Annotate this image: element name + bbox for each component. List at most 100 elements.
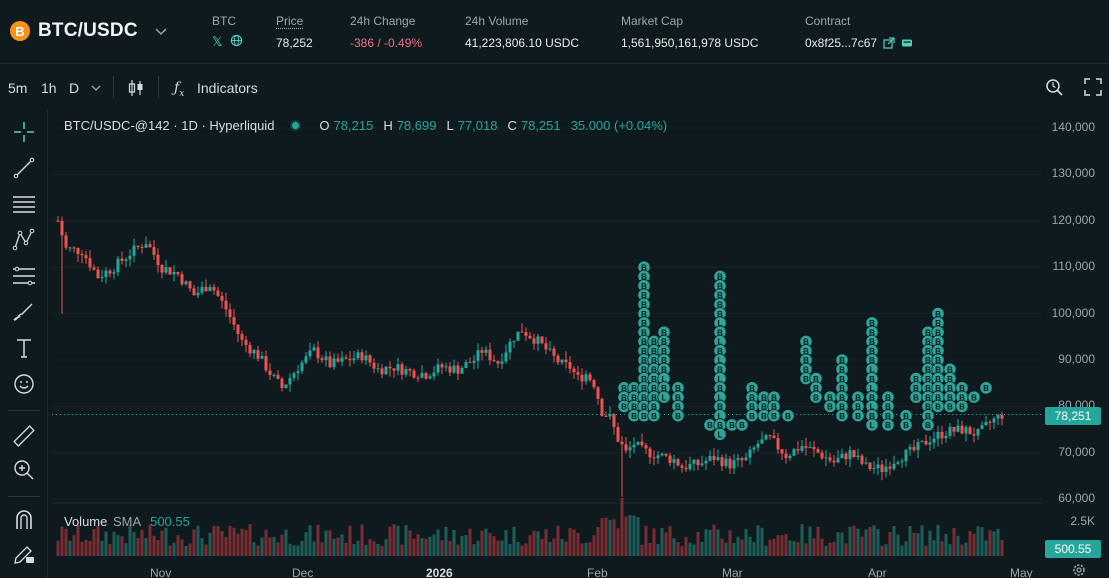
volume-bar [704, 529, 708, 556]
volume-bar [424, 538, 428, 556]
buy-marker: B [881, 418, 895, 432]
volume-bar [612, 519, 616, 556]
gear-icon[interactable] [1071, 562, 1087, 578]
fib-tool[interactable] [10, 262, 38, 290]
candle-body [992, 418, 996, 423]
marker-letter: B [717, 403, 723, 412]
marker-letter: B [675, 393, 681, 402]
text-tool[interactable] [10, 334, 38, 362]
divider [8, 410, 40, 411]
buy-marker: B [767, 409, 781, 423]
horizontal-lines-icon [13, 196, 35, 213]
candle-body [744, 457, 748, 461]
change-label: 24h Change [350, 14, 416, 28]
candle-body [328, 356, 332, 368]
volume-bar [420, 538, 424, 556]
candle-body [216, 290, 220, 296]
candle-body [712, 455, 716, 460]
fullscreen-icon[interactable] [1084, 78, 1102, 96]
candle-body [448, 366, 452, 373]
brush-icon [13, 303, 33, 321]
indicators-button[interactable]: Indicators [197, 80, 258, 96]
zoom-in-tool[interactable] [10, 456, 38, 484]
marker-letter: B [935, 319, 941, 328]
contract-address[interactable]: 0x8f25...7c67 [805, 36, 878, 50]
volume-tag: 500.55 [1045, 540, 1101, 558]
timeframe-5m[interactable]: 5m [8, 80, 28, 96]
low-value: 77,018 [457, 118, 498, 133]
volume-bar [476, 540, 480, 556]
volume-bar [160, 530, 164, 556]
timeframe-dropdown-icon[interactable] [91, 84, 101, 92]
volume-bar [400, 544, 404, 556]
volume-bar [976, 526, 980, 556]
candlestick-icon[interactable] [127, 78, 145, 98]
volume-bar [548, 542, 552, 556]
volume-bar [928, 530, 932, 556]
divider [158, 76, 159, 98]
camera-zoom-icon[interactable] [1044, 76, 1064, 98]
candle-body [280, 378, 284, 389]
candle-body [516, 331, 520, 341]
candle-body [860, 455, 864, 464]
globe-icon[interactable] [230, 34, 243, 47]
brush-tool[interactable] [10, 298, 38, 326]
pattern-tool[interactable] [10, 226, 38, 254]
volume-bar [632, 515, 636, 556]
candle-body [560, 359, 564, 363]
buy-marker: B [781, 409, 795, 423]
volume-bar [868, 526, 872, 556]
magnet-tool[interactable] [10, 506, 38, 534]
volume-bar [328, 530, 332, 556]
marker-letter: B [959, 403, 965, 412]
candle-body [128, 255, 132, 260]
candle-body [920, 440, 924, 443]
candle-body [76, 247, 80, 254]
candle-body [268, 370, 272, 375]
candle-body [668, 455, 672, 463]
trendline-tool[interactable] [10, 154, 38, 182]
emoji-tool[interactable] [10, 370, 38, 398]
candle-body [932, 438, 936, 443]
candle-body [728, 458, 732, 469]
volume-bar [300, 540, 304, 556]
volume-bar [708, 529, 712, 556]
marker-letter: L [870, 384, 875, 393]
pair-selector[interactable]: B BTC/USDC [10, 20, 168, 42]
function-icon[interactable]: ƒx [174, 80, 185, 99]
long-marker: L [713, 427, 727, 441]
volume-bar [580, 543, 584, 556]
candle-body [204, 286, 208, 292]
candle-body [788, 455, 792, 459]
wallet-icon[interactable] [901, 37, 913, 49]
x-logo-icon[interactable]: 𝕏 [212, 34, 223, 49]
external-link-icon[interactable] [883, 37, 895, 49]
volume-bar [92, 528, 96, 556]
candle-body [432, 372, 436, 377]
marker-letter: B [675, 412, 681, 421]
volume-bar [184, 545, 188, 556]
volume-bar [864, 529, 868, 556]
marker-letter: B [761, 412, 767, 421]
mcap-label: Market Cap [621, 14, 684, 28]
change-value: -386 / -0.49% [350, 36, 423, 50]
candle-body [92, 267, 96, 270]
horizontal-lines-tool[interactable] [10, 190, 38, 218]
lock-drawing-tool[interactable] [10, 540, 38, 568]
volume-bar [308, 525, 312, 556]
candle-body [672, 459, 676, 463]
timeframe-d[interactable]: D [69, 80, 80, 96]
marker-letter: L [718, 430, 723, 439]
timeframe-1h[interactable]: 1h [41, 80, 57, 96]
crosshair-tool[interactable] [10, 118, 38, 146]
chart-canvas[interactable]: BBBBBBBBBBBBBBBBBBBBBBBBBBBBBBBBBBBBBBLB… [52, 110, 1109, 578]
volume-bar [336, 537, 340, 556]
candle-body [924, 440, 928, 445]
volume-bar [776, 535, 780, 556]
ruler-tool[interactable] [10, 422, 38, 450]
marker-letter: B [621, 384, 627, 393]
contract-stat: Contract 0x8f25...7c67 [805, 14, 913, 50]
volume-bar [192, 529, 196, 556]
volume-bar [120, 536, 124, 556]
